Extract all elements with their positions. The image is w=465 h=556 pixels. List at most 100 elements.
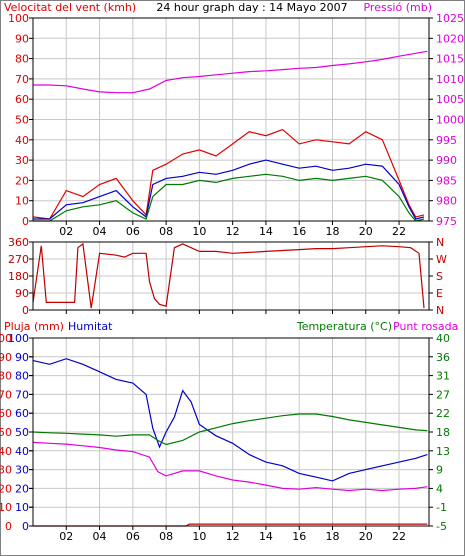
y-tick-label-left: 50 <box>15 114 29 127</box>
y-tick-label-left: 0 <box>22 304 29 317</box>
y-tick-label-right: 980 <box>436 195 457 208</box>
y-tick-label-right: 990 <box>436 154 457 167</box>
y-tick-label-right: 1010 <box>436 73 464 86</box>
y-tick-label-left: 20 <box>15 174 29 187</box>
y-tick-label-left: 360 <box>8 236 29 249</box>
y-tick-label-left: 40 <box>15 445 29 458</box>
x-tick-label: 10 <box>192 225 206 238</box>
series-line-2 <box>33 159 425 220</box>
y-tick-label-left: 50 <box>0 426 12 439</box>
series-line-3 <box>33 173 425 222</box>
y-tick-label-right: 1000 <box>436 114 464 127</box>
y-tick-label-right: 1005 <box>436 93 464 106</box>
y-tick-label-left: 80 <box>15 370 29 383</box>
y-tick-label-right: -5 <box>436 520 447 533</box>
y-tick-label-left: 70 <box>15 388 29 401</box>
x-tick-label: 16 <box>292 225 306 238</box>
y-tick-label-right: 995 <box>436 134 457 147</box>
y-tick-label-right: E <box>436 287 443 300</box>
x-tick-label: 06 <box>126 530 140 543</box>
x-tick-label: 22 <box>392 530 406 543</box>
y-tick-label-left: 90 <box>0 351 12 364</box>
x-tick-label: 10 <box>192 530 206 543</box>
y-tick-label-left: 100 <box>8 332 29 345</box>
panel1-series <box>32 50 428 222</box>
x-tick-label: 08 <box>159 225 173 238</box>
y-tick-label-right: 1015 <box>436 53 464 66</box>
wind-speed-title: Velocitat del vent (kmh) <box>4 1 136 14</box>
y-tick-label-left: 10 <box>0 501 12 514</box>
y-tick-label-left: 30 <box>15 154 29 167</box>
y-tick-label-right: 22 <box>436 407 450 420</box>
panel2-series <box>32 242 425 309</box>
y-tick-label-left: 20 <box>15 482 29 495</box>
y-tick-label-right: 13 <box>436 445 450 458</box>
x-tick-label: 14 <box>259 225 273 238</box>
y-tick-label-left: 30 <box>0 464 12 477</box>
x-tick-label: 12 <box>226 225 240 238</box>
y-tick-label-right: 18 <box>436 426 450 439</box>
y-tick-label-left: 40 <box>0 445 12 458</box>
y-tick-label-left: 10 <box>15 195 29 208</box>
y-tick-label-right: 985 <box>436 174 457 187</box>
y-tick-label-right: 9 <box>436 464 443 477</box>
x-tick-label: 02 <box>59 225 73 238</box>
y-tick-label-right: -1 <box>436 501 447 514</box>
y-tick-label-left: 60 <box>15 407 29 420</box>
y-tick-label-right: N <box>436 304 444 317</box>
y-tick-label-left: 80 <box>15 53 29 66</box>
y-tick-label-left: 90 <box>15 32 29 45</box>
y-tick-label-left: 0 <box>5 520 12 533</box>
y-tick-label-left: 270 <box>8 253 29 266</box>
series-line-0 <box>33 50 428 94</box>
y-tick-label-right: S <box>436 270 443 283</box>
temperature-title: Temperatura (°C) <box>296 320 392 333</box>
y-tick-label-left: 100 <box>8 12 29 25</box>
graph-date-title: 24 hour graph day : 14 Mayo 2007 <box>156 1 347 14</box>
direction-line-0 <box>32 242 425 309</box>
series-line-1 <box>32 128 425 220</box>
y-tick-label-left: 60 <box>0 407 12 420</box>
y-tick-label-left: 20 <box>0 482 12 495</box>
y-tick-label-right: 27 <box>436 388 450 401</box>
y-tick-label-right: N <box>436 236 444 249</box>
x-tick-label: 08 <box>159 530 173 543</box>
panel1-grid <box>33 18 429 221</box>
humidity-title: Humitat <box>68 320 113 333</box>
humidity-panel-line-2 <box>32 441 428 492</box>
x-tick-label: 22 <box>392 225 406 238</box>
y-tick-label-left: 100 <box>0 332 12 345</box>
y-tick-label-right: 40 <box>436 332 450 345</box>
x-tick-label: 14 <box>259 530 273 543</box>
y-tick-label-right: 4 <box>436 482 443 495</box>
panel3-grid <box>33 338 429 526</box>
x-tick-label: 16 <box>292 530 306 543</box>
y-tick-label-left: 90 <box>15 287 29 300</box>
y-tick-label-right: 1020 <box>436 32 464 45</box>
humidity-panel-line-0 <box>32 358 428 482</box>
x-tick-label: 18 <box>325 530 339 543</box>
panel3-axes: 02 04 06 08 10 12 14 16 18 20 22010203040506070809… <box>0 332 450 543</box>
y-tick-label-right: 1025 <box>436 12 464 25</box>
y-tick-label-left: 0 <box>22 520 29 533</box>
y-tick-label-left: 90 <box>15 351 29 364</box>
humidity-panel-line-1 <box>32 413 428 446</box>
x-tick-label: 04 <box>93 530 107 543</box>
rain-title: Pluja (mm) <box>4 320 64 333</box>
x-tick-label: 04 <box>93 225 107 238</box>
pressure-title: Pressió (mb) <box>363 1 432 14</box>
x-tick-label: 20 <box>359 225 373 238</box>
dewpoint-title: Punt rosada <box>393 320 458 333</box>
y-tick-label-left: 40 <box>15 134 29 147</box>
x-tick-label: 02 <box>59 530 73 543</box>
x-tick-label: 06 <box>126 225 140 238</box>
y-tick-label-left: 50 <box>15 426 29 439</box>
x-tick-label: 12 <box>226 530 240 543</box>
x-tick-label: 20 <box>359 530 373 543</box>
y-tick-label-left: 30 <box>15 464 29 477</box>
y-tick-label-right: 31 <box>436 370 450 383</box>
y-tick-label-left: 60 <box>15 93 29 106</box>
y-tick-label-left: 70 <box>15 73 29 86</box>
